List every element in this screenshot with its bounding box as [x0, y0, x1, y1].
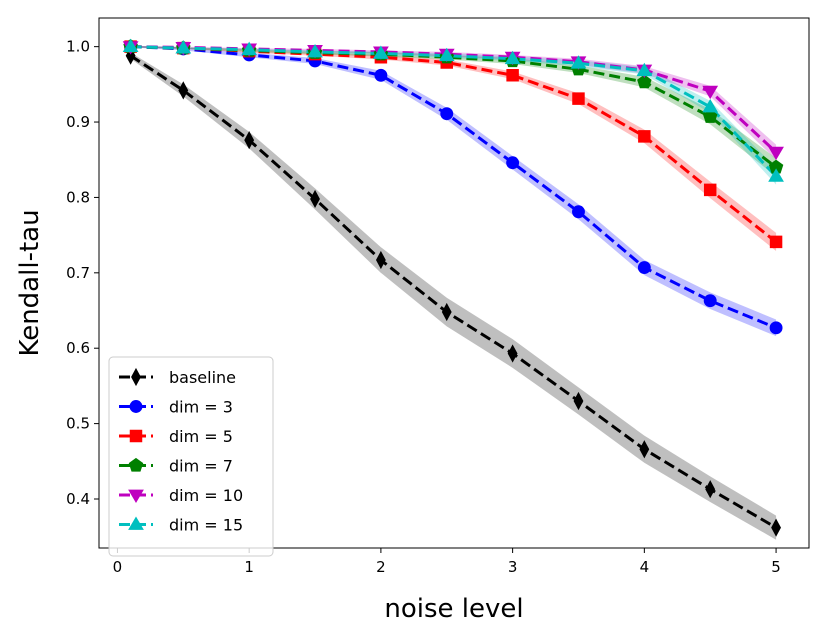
point-series-4-10 [768, 146, 784, 161]
point-series-2-10 [769, 235, 783, 249]
legend-label-4: dim = 10 [169, 486, 243, 505]
confidence-bands [130, 45, 777, 540]
point-series-0-8 [639, 440, 650, 459]
y-tick-label-1: 0.5 [66, 415, 90, 433]
y-tick-label-4: 0.8 [66, 188, 90, 206]
y-tick-label-6: 1.0 [66, 38, 90, 56]
band-series-0 [130, 52, 777, 540]
y-tick-label-5: 0.9 [66, 113, 90, 131]
point-series-0-9 [705, 480, 716, 499]
series-markers [122, 38, 784, 537]
x-tick-label-3: 3 [508, 558, 518, 576]
point-series-1-8 [637, 261, 651, 274]
point-series-0-3 [310, 189, 320, 209]
point-series-1-6 [506, 156, 520, 170]
point-series-5-6 [504, 50, 521, 65]
band-series-3 [130, 45, 777, 177]
point-series-4-9 [702, 85, 719, 100]
point-series-5-9 [702, 98, 719, 113]
legend-label-3: dim = 7 [169, 457, 233, 476]
legend-marker-5 [128, 516, 144, 530]
point-series-0-4 [375, 250, 386, 270]
legend: baseline dim = 3 dim = 5 dim = 7 dim = 10 dim… [108, 356, 274, 557]
x-tick-label-5: 5 [771, 558, 781, 576]
legend-label-5: dim = 15 [169, 516, 243, 535]
point-series-2-8 [638, 130, 651, 143]
point-series-5-3 [307, 43, 323, 58]
x-tick-label-0: 0 [113, 558, 123, 576]
legend-marker-2 [129, 429, 143, 443]
point-series-3-9 [702, 109, 718, 123]
point-series-2-7 [572, 92, 585, 105]
point-series-1-9 [703, 294, 717, 308]
legend-marker-0 [131, 367, 141, 387]
y-axis-ticks: 0.4 0.5 0.6 0.7 0.8 0.9 1.0 [66, 38, 99, 508]
point-series-1-5 [440, 107, 454, 121]
x-tick-label-4: 4 [640, 558, 650, 576]
x-tick-label-2: 2 [376, 558, 386, 576]
x-axis-label: noise level [384, 594, 523, 624]
legend-marker-3 [128, 457, 144, 472]
point-series-1-10 [769, 321, 783, 335]
point-series-0-2 [244, 131, 255, 150]
point-series-3-8 [637, 74, 652, 89]
point-series-5-4 [373, 45, 389, 59]
y-tick-label-0: 0.4 [66, 490, 90, 508]
legend-marker-1 [129, 400, 143, 413]
legend-box [108, 356, 274, 557]
plot-frame [98, 17, 810, 549]
point-series-5-1 [175, 40, 192, 54]
line-series-5 [130, 45, 778, 178]
point-series-2-9 [703, 183, 717, 197]
point-series-5-5 [438, 47, 455, 62]
point-series-0-10 [771, 518, 781, 537]
point-series-1-4 [374, 68, 388, 82]
y-axis-label: Kendall-tau [15, 209, 45, 356]
point-series-5-10 [768, 168, 784, 182]
legend-label-0: baseline [169, 368, 236, 387]
point-series-0-5 [441, 302, 452, 322]
point-series-0-1 [178, 81, 189, 100]
point-series-5-2 [241, 41, 258, 56]
point-series-2-6 [506, 69, 519, 82]
y-tick-label-3: 0.7 [66, 264, 90, 282]
point-series-1-7 [572, 205, 585, 219]
band-series-1 [130, 45, 777, 337]
y-tick-label-2: 0.6 [66, 339, 90, 357]
point-series-5-0 [122, 38, 139, 53]
legend-label-1: dim = 3 [169, 398, 233, 417]
point-series-0-7 [573, 391, 584, 411]
legend-marker-4 [128, 489, 144, 503]
point-series-0-6 [507, 344, 518, 363]
point-series-5-7 [570, 55, 587, 69]
legend-label-2: dim = 5 [169, 427, 233, 446]
point-series-5-8 [636, 62, 653, 77]
x-tick-label-1: 1 [244, 558, 254, 576]
